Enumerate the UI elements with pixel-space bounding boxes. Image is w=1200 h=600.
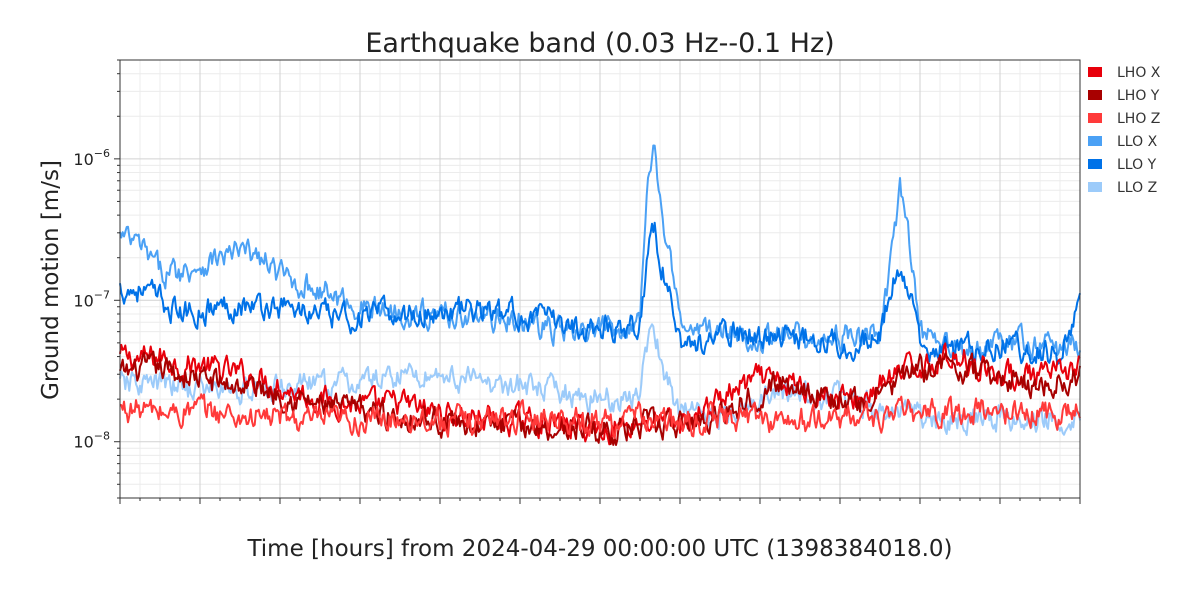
x-axis-label: Time [hours] from 2024-04-29 00:00:00 UT… <box>246 536 952 562</box>
series-line-lho-z <box>119 393 1081 440</box>
y-tick-label: 10−6 <box>73 147 110 169</box>
major-gridlines <box>119 60 1081 498</box>
y-axis: 10−810−710−6 <box>73 59 120 499</box>
legend-swatch-llo-x <box>1088 136 1102 146</box>
y-tick-label-exponent: −8 <box>94 430 110 443</box>
y-axis-label: Ground motion [m/s] <box>38 160 64 400</box>
legend-label-llo-y: LLO Y <box>1117 157 1157 173</box>
legend: LHO X LHO Y LHO Z LLO X LLO Y LLO Z <box>1088 65 1161 196</box>
series-line-llo-y <box>119 221 1081 366</box>
legend-swatch-llo-z <box>1088 182 1102 192</box>
legend-swatch-lho-z <box>1088 113 1102 123</box>
y-tick-label-exponent: −6 <box>94 147 110 160</box>
y-tick-label: 10−8 <box>73 430 110 452</box>
legend-swatch-lho-y <box>1088 90 1102 100</box>
y-tick-label-base: 10 <box>73 291 93 310</box>
legend-label-lho-x: LHO X <box>1117 65 1161 81</box>
legend-label-llo-x: LLO X <box>1117 134 1158 150</box>
x-axis <box>119 498 1081 504</box>
y-tick-label: 10−7 <box>73 288 110 310</box>
series-line-llo-z <box>119 323 1081 437</box>
legend-label-lho-z: LHO Z <box>1117 111 1160 127</box>
legend-swatch-llo-y <box>1088 159 1102 169</box>
series-lines <box>119 144 1081 446</box>
y-tick-label-base: 10 <box>73 433 93 452</box>
legend-label-lho-y: LHO Y <box>1117 88 1160 104</box>
y-tick-label-base: 10 <box>73 150 93 169</box>
legend-swatch-lho-x <box>1088 67 1102 77</box>
chart-title: Earthquake band (0.03 Hz--0.1 Hz) <box>365 28 834 59</box>
y-tick-label-exponent: −7 <box>94 288 110 301</box>
legend-label-llo-z: LLO Z <box>1117 180 1157 196</box>
